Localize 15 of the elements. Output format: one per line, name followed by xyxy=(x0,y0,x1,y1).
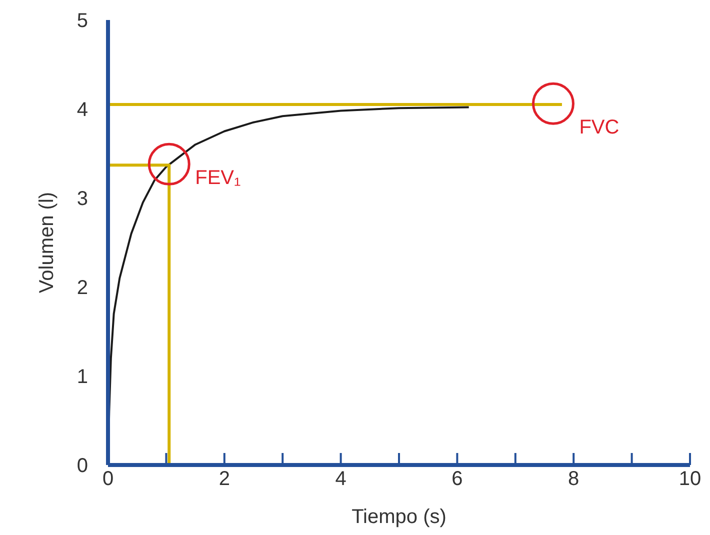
x-tick-label: 8 xyxy=(568,468,580,490)
annotation: FVC xyxy=(579,116,620,139)
x-tick-label: 4 xyxy=(335,468,346,490)
annotation: FEV₁ xyxy=(195,167,242,190)
y-tick-label: 2 xyxy=(76,277,88,300)
x-tick-label: 6 xyxy=(452,468,463,490)
y-tick-label: 4 xyxy=(76,99,88,122)
x-tick-label: 0 xyxy=(102,468,114,490)
x-axis-title: Tiempo (s) xyxy=(352,506,446,528)
y-tick-label: 3 xyxy=(76,188,88,210)
x-tick-label: 2 xyxy=(218,468,230,490)
y-axis-title: Volumen (l) xyxy=(36,192,58,294)
y-tick-label: 5 xyxy=(76,10,88,32)
x-tick-label: 10 xyxy=(678,468,702,490)
y-tick-label: 1 xyxy=(76,366,88,388)
